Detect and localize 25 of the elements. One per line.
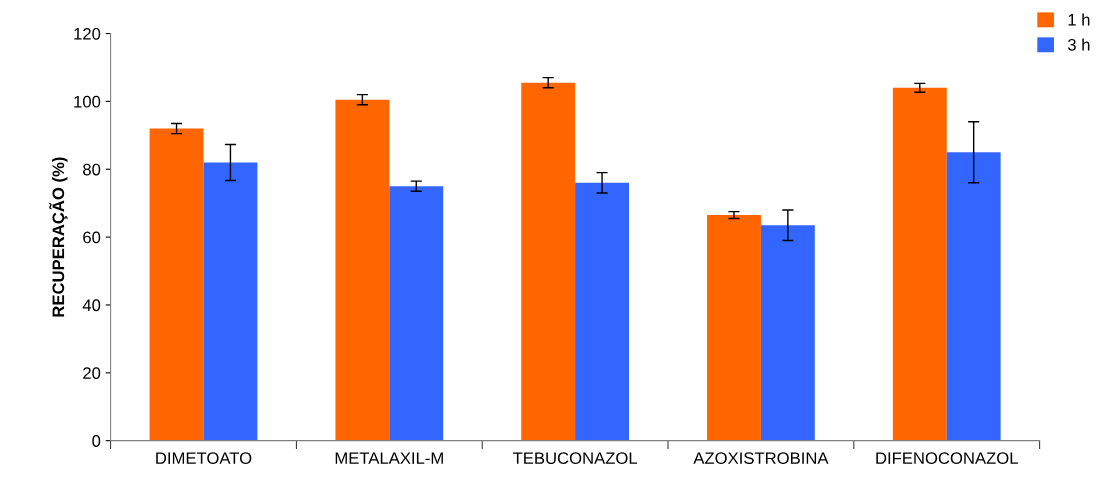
bar xyxy=(335,99,390,441)
bar xyxy=(389,186,444,441)
x-tick-label: DIFENOCONAZOL xyxy=(876,452,1018,465)
y-tick-label: 120 xyxy=(74,27,101,40)
bar xyxy=(575,182,629,441)
y-tick-label: 80 xyxy=(83,163,101,176)
bar xyxy=(203,162,258,441)
bar xyxy=(149,128,204,441)
x-tick-label: AZOXISTROBINA xyxy=(693,452,829,465)
x-tick-label: TEBUCONAZOL xyxy=(512,452,638,465)
y-tick-label: 20 xyxy=(83,367,101,380)
y-axis-title: RECUPERAÇÃO (%) xyxy=(49,157,68,317)
y-tick-label: 0 xyxy=(92,435,101,447)
legend-label: 3 h xyxy=(1067,38,1090,51)
y-tick-label: 40 xyxy=(82,299,101,312)
bar xyxy=(521,82,576,441)
legend-label: 1 h xyxy=(1068,13,1090,26)
bar xyxy=(946,152,1001,441)
bar xyxy=(760,225,815,441)
y-tick-label: 100 xyxy=(74,95,101,108)
bar xyxy=(707,215,761,441)
x-tick-label: METALAXIL-M xyxy=(335,452,443,464)
x-tick-label: DIMETOATO xyxy=(156,452,252,465)
bar xyxy=(892,87,947,441)
y-tick-label: 60 xyxy=(83,231,101,244)
